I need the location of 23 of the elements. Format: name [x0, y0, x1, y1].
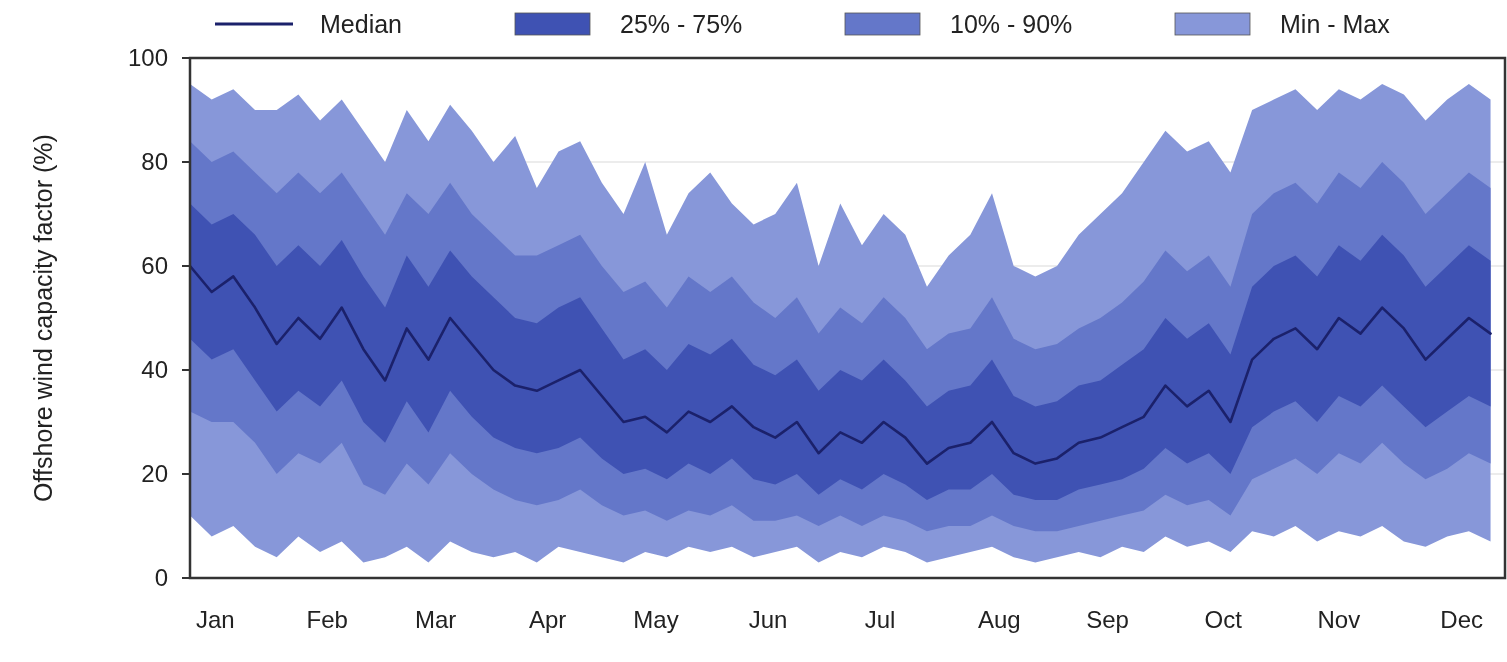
y-tick-label: 0: [154, 564, 168, 592]
x-tick-label: Oct: [1204, 606, 1243, 633]
legend-label: Median: [320, 9, 402, 38]
legend-label: 10% - 90%: [950, 9, 1073, 38]
x-tick-label: Feb: [306, 606, 348, 633]
x-tick-label: Jan: [195, 606, 235, 633]
legend-label: 25% - 75%: [620, 9, 743, 38]
legend-label: Min - Max: [1280, 9, 1391, 38]
x-tick-label: Jun: [748, 606, 788, 633]
x-tick-label: Mar: [414, 606, 457, 633]
y-tick-label: 80: [141, 148, 168, 176]
y-tick-label: 40: [141, 356, 168, 384]
x-tick-label: Jul: [864, 606, 896, 633]
x-tick-label: Nov: [1317, 606, 1361, 633]
x-tick-label: Apr: [528, 606, 567, 633]
y-tick-label: 20: [141, 460, 168, 488]
y-tick-label: 100: [127, 44, 168, 72]
y-tick-label: 60: [141, 252, 168, 280]
x-tick-label: Dec: [1440, 606, 1483, 633]
x-tick-label: May: [633, 606, 679, 633]
x-tick-label: Aug: [977, 606, 1021, 633]
x-tick-label: Sep: [1086, 606, 1129, 633]
y-axis-title: Offshore wind capacity factor (%): [29, 134, 57, 502]
